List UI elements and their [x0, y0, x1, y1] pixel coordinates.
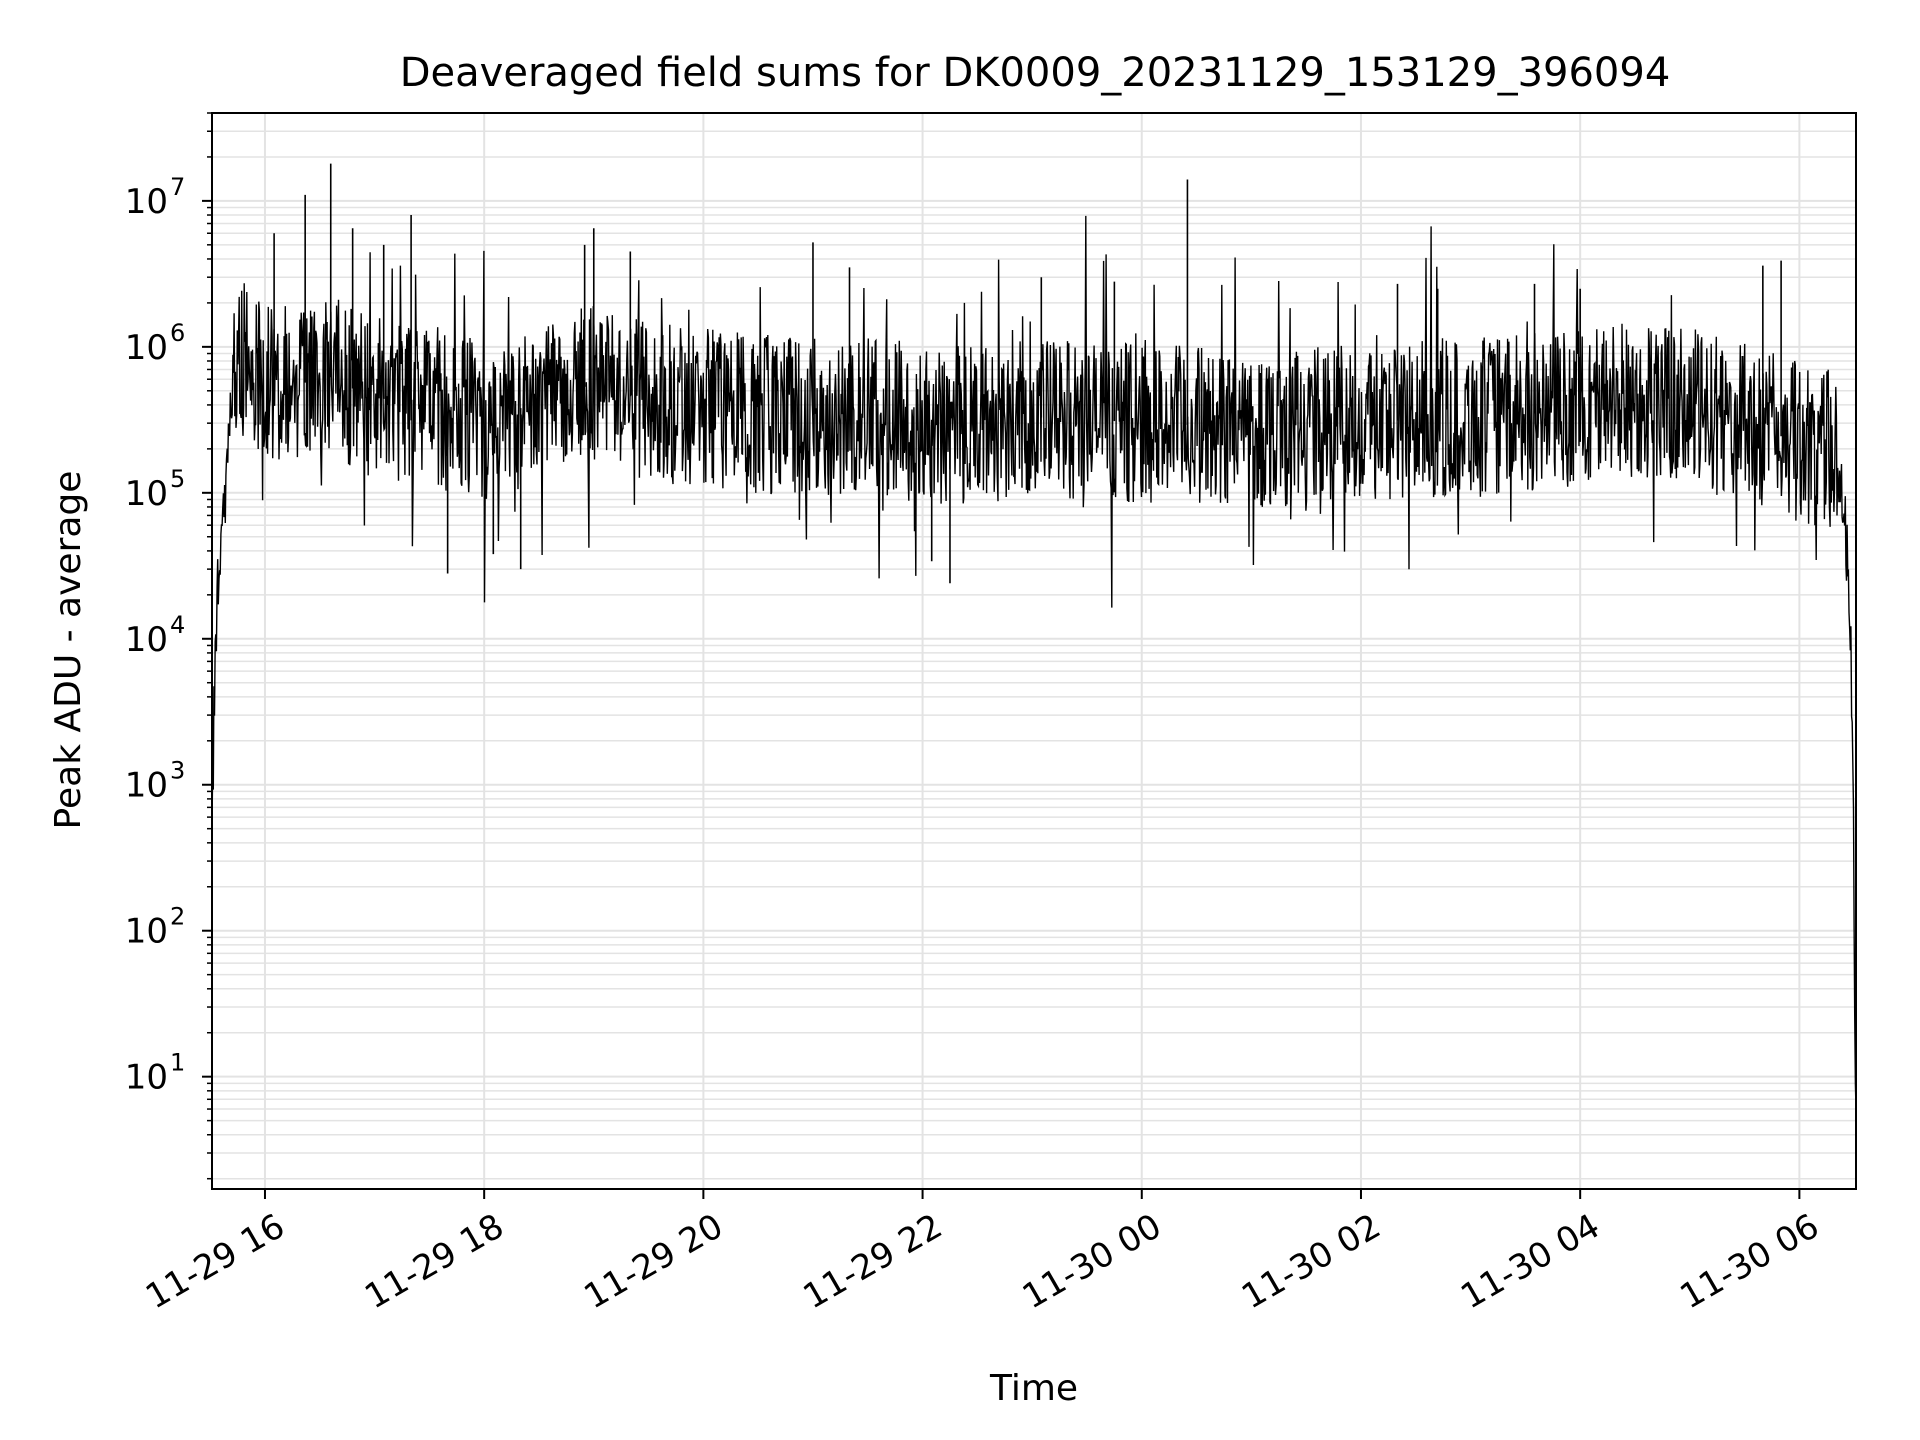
series-line	[211, 215, 1857, 1110]
y-tick-label: 10	[125, 766, 168, 806]
y-tick-exponent: 7	[170, 173, 185, 201]
y-tick-label: 10	[125, 1058, 168, 1098]
series-layer	[211, 215, 1857, 1110]
y-tick-exponent: 1	[170, 1049, 185, 1077]
y-tick-label: 10	[125, 182, 168, 222]
y-tick-exponent: 2	[170, 903, 185, 931]
y-tick-exponent: 3	[170, 757, 185, 785]
y-tick-label: 10	[125, 620, 168, 660]
chart-title: Deaveraged field sums for DK0009_2023112…	[400, 50, 1671, 96]
y-tick-exponent: 6	[170, 319, 185, 347]
y-tick-label: 10	[125, 474, 168, 514]
y-axis-label: Peak ADU - average	[48, 471, 89, 830]
y-tick-exponent: 5	[170, 465, 185, 493]
y-tick-label: 10	[125, 912, 168, 952]
y-tick-label: 10	[125, 328, 168, 368]
x-axis-label: Time	[989, 1368, 1078, 1409]
plot-frame	[211, 112, 1857, 1190]
grid	[212, 112, 1856, 1189]
y-tick-exponent: 4	[170, 611, 185, 639]
peaks-layer	[273, 163, 1782, 584]
